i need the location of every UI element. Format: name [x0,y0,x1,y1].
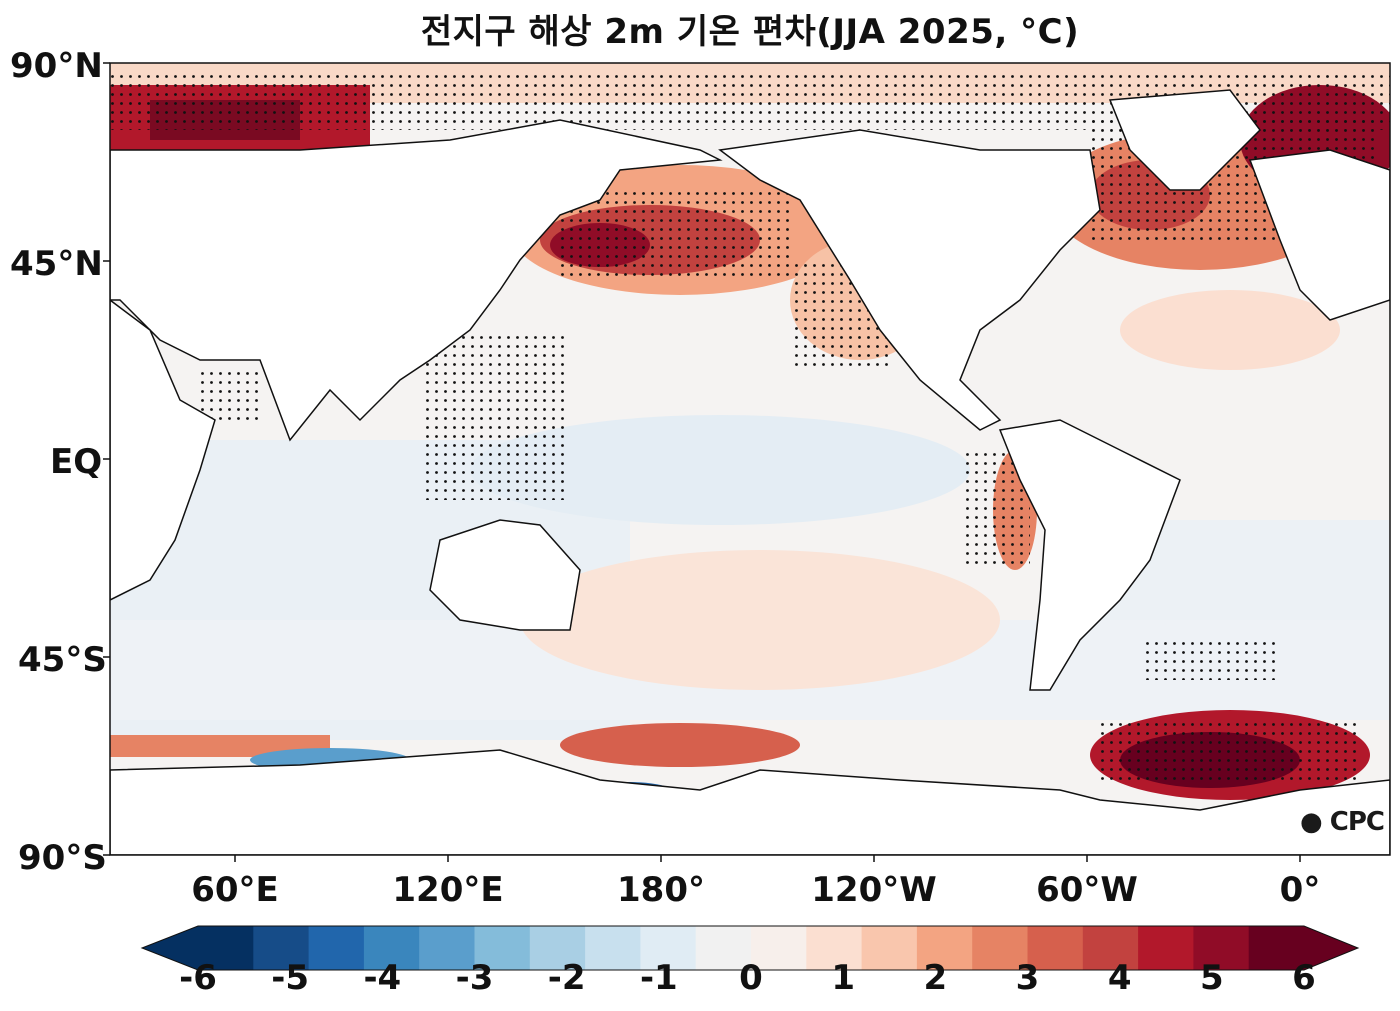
colorbar-swatch [806,926,863,970]
axis-ticks [103,62,1301,862]
colorbar-swatch [640,926,697,970]
colorbar-swatch [198,926,254,970]
lat-label-90s: 90°S [18,838,107,878]
colorbar-outline [140,925,1360,971]
landmass-greenland [1108,89,1261,191]
colorbar-tick-label: 4 [1107,958,1132,998]
colorbar-tick-label: -6 [179,958,217,998]
landmass-europe [1248,149,1390,321]
colorbar-swatch [1193,926,1250,970]
lon-label-0: 0° [1279,870,1321,910]
colorbar-swatch [474,926,531,970]
lat-label-90n: 90°N [10,46,103,86]
lon-label-120e: 120°E [392,870,504,910]
ross-warm [560,723,800,767]
lon-label-60w: 60°W [1036,870,1138,910]
colorbar-tick-label: 1 [831,958,855,998]
colorbar-tick-label: 5 [1199,958,1224,998]
colorbar-swatch [363,926,420,970]
colorbar-swatch [916,926,973,970]
landmasses [110,89,1390,855]
colorbar-swatch [1082,926,1139,970]
colorbar-extend-max [1304,926,1358,970]
south-pacific-warm [520,550,1000,690]
tropical-pacific-cool [470,415,970,525]
map-title: 전지구 해상 2m 기온 편차(JJA 2025, °C) [420,12,1080,52]
landmass-north-america [718,129,1101,431]
cpc-logo: ● CPC [1300,807,1385,837]
colorbar-swatch [529,926,586,970]
colorbar-extend-min [142,926,198,970]
lon-label-180: 180° [617,870,705,910]
colorbar-tick-label: 6 [1292,958,1316,998]
lat-label-eq: EQ [50,442,103,482]
map-plot-area [110,63,1390,855]
lon-label-60e: 60°E [191,870,279,910]
landmass-africa [110,299,216,601]
colorbar-tick-label: 0 [739,958,763,998]
landmass-australia [429,519,581,631]
colorbar-swatch [585,926,641,970]
lon-label-120w: 120°W [811,870,937,910]
colorbar-tick-label: -5 [271,958,310,998]
colorbar-tick-label: -4 [363,958,402,998]
lat-label-45s: 45°S [18,640,107,680]
colorbar-swatch [695,926,752,970]
lat-label-45n: 45°N [10,244,103,284]
landmass-eurasia [110,119,723,442]
colorbar-swatch [253,926,310,970]
colorbar-swatch [1248,926,1305,970]
significance-stippling [110,70,1390,780]
colorbar [140,925,1360,971]
colorbar-swatch [308,926,365,970]
landmass-south-america [998,419,1181,691]
colorbar-swatch [1027,926,1084,970]
colorbar-swatch [751,926,807,970]
colorbar-tick-label: -1 [639,958,678,998]
colorbar-swatch [861,926,918,970]
colorbar-swatch [1138,926,1194,970]
colorbar-swatch [972,926,1028,970]
colorbar-tick-label: -2 [547,958,586,998]
colorbar-tick-label: 2 [923,958,948,998]
colorbar-swatch [419,926,475,970]
landmass-antarctica [110,749,1390,855]
colorbar-tick-label: 3 [1015,958,1040,998]
colorbar-tick-label: -3 [455,958,494,998]
